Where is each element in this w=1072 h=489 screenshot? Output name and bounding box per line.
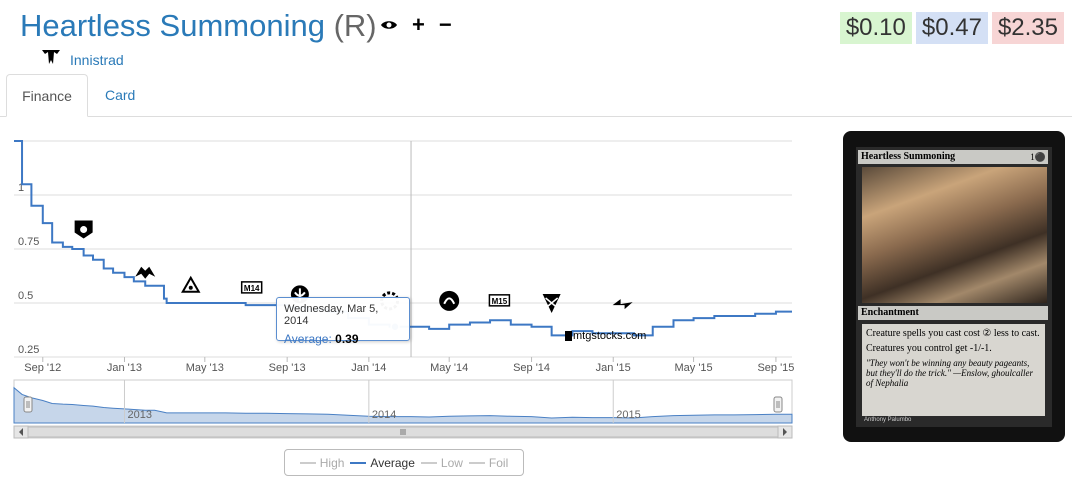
svg-text:M15: M15 — [492, 297, 508, 306]
chevron-left-icon — [19, 428, 23, 436]
svg-text:M14: M14 — [244, 284, 260, 293]
price-chart: 0.25 0.5 0.75 1 Sep '12 Jan '13 May '13 Sep '13… — [13, 140, 794, 439]
set-icon-3 — [181, 275, 201, 293]
x-tick-label: Sep '13 — [269, 362, 306, 374]
legend-foil[interactable]: Foil — [468, 456, 508, 470]
card-name: Heartless Summoning — [20, 8, 325, 43]
tooltip-value-row: Average: 0.39 — [284, 332, 359, 346]
y-tick-label: 1 — [18, 182, 24, 194]
watermark-logo-icon — [565, 331, 572, 342]
m15-set-icon: M15 — [488, 294, 511, 307]
set-icon-9 — [542, 294, 561, 313]
watermark: mtgstocks.com — [565, 330, 646, 342]
card-title: Heartless Summoning (R) — [20, 8, 377, 44]
set-name-link[interactable]: Innistrad — [70, 51, 124, 68]
navigator-year-label: 2013 — [127, 409, 151, 421]
navigator-year-label: 2015 — [616, 409, 640, 421]
card-artist: Anthony Palumbo — [864, 417, 912, 423]
card-image-type: Enchantment — [858, 306, 1048, 320]
title-actions: + − — [380, 14, 452, 36]
m14-set-icon: M14 — [240, 281, 263, 294]
high-price: $2.35 — [991, 12, 1064, 44]
card-rule-1: Creature spells you cast cost ② less to … — [866, 328, 1040, 339]
x-tick-label: Sep '12 — [24, 362, 61, 374]
plus-icon[interactable]: + — [412, 12, 425, 37]
set-icon-7 — [439, 290, 460, 311]
x-tick-label: May '14 — [430, 362, 468, 374]
chevron-right-icon — [783, 428, 787, 436]
card-flavor: "They won't be winning any beauty pagean… — [866, 358, 1034, 388]
tooltip-series: Average — [284, 332, 329, 346]
low-price: $0.10 — [839, 12, 912, 44]
mid-price: $0.47 — [915, 12, 988, 44]
card-artwork — [862, 167, 1047, 303]
rarity-label: (R) — [333, 8, 377, 43]
chart-legend: High Average Low Foil — [284, 449, 524, 476]
legend-high[interactable]: High — [299, 456, 344, 470]
x-tick-label: Jan '15 — [596, 362, 631, 374]
card-frame: Heartless Summoning 1⚫ Enchantment Creat… — [856, 147, 1052, 427]
innistrad-set-icon — [40, 48, 62, 71]
eye-icon[interactable] — [380, 14, 398, 36]
navigator-series — [13, 386, 793, 424]
tab-finance[interactable]: Finance — [6, 74, 88, 117]
y-tick-label: 0.75 — [18, 236, 39, 248]
tooltip-date: Wednesday, Mar 5, 2014 — [284, 303, 379, 327]
navigator-handle[interactable] — [773, 396, 783, 413]
card-image: Heartless Summoning 1⚫ Enchantment Creat… — [843, 131, 1065, 442]
chart-tooltip: Wednesday, Mar 5, 2014 Average: 0.39 — [276, 297, 410, 346]
navigator-handle[interactable] — [23, 396, 33, 413]
tooltip-value: 0.39 — [335, 332, 359, 346]
navigator-year-label: 2014 — [372, 409, 396, 421]
y-tick-label: 0.25 — [18, 344, 39, 356]
x-tick-label: Sep '15 — [757, 362, 794, 374]
x-tick-label: May '13 — [186, 362, 224, 374]
legend-low[interactable]: Low — [420, 456, 463, 470]
card-image-name: Heartless Summoning — [858, 150, 1048, 164]
set-icon-10 — [612, 299, 633, 310]
set-icon-1 — [74, 220, 93, 239]
set-icon-2 — [135, 266, 156, 279]
minus-icon[interactable]: − — [438, 12, 452, 37]
tab-bar: Finance Card — [0, 74, 1072, 117]
card-image-cost: 1⚫ — [1030, 152, 1046, 162]
tab-card[interactable]: Card — [105, 87, 136, 103]
y-tick-label: 0.5 — [18, 290, 33, 302]
legend-average[interactable]: Average — [350, 456, 415, 470]
x-tick-label: Jan '13 — [107, 362, 142, 374]
card-rule-2: Creatures you control get -1/-1. — [866, 343, 992, 354]
x-tick-label: Sep '14 — [513, 362, 550, 374]
price-badges: $0.10 $0.47 $2.35 — [839, 12, 1064, 44]
card-text-box: Creature spells you cast cost ② less to … — [862, 324, 1045, 416]
x-tick-label: May '15 — [674, 362, 712, 374]
x-tick-label: Jan '14 — [351, 362, 386, 374]
set-line: Innistrad — [40, 48, 124, 71]
